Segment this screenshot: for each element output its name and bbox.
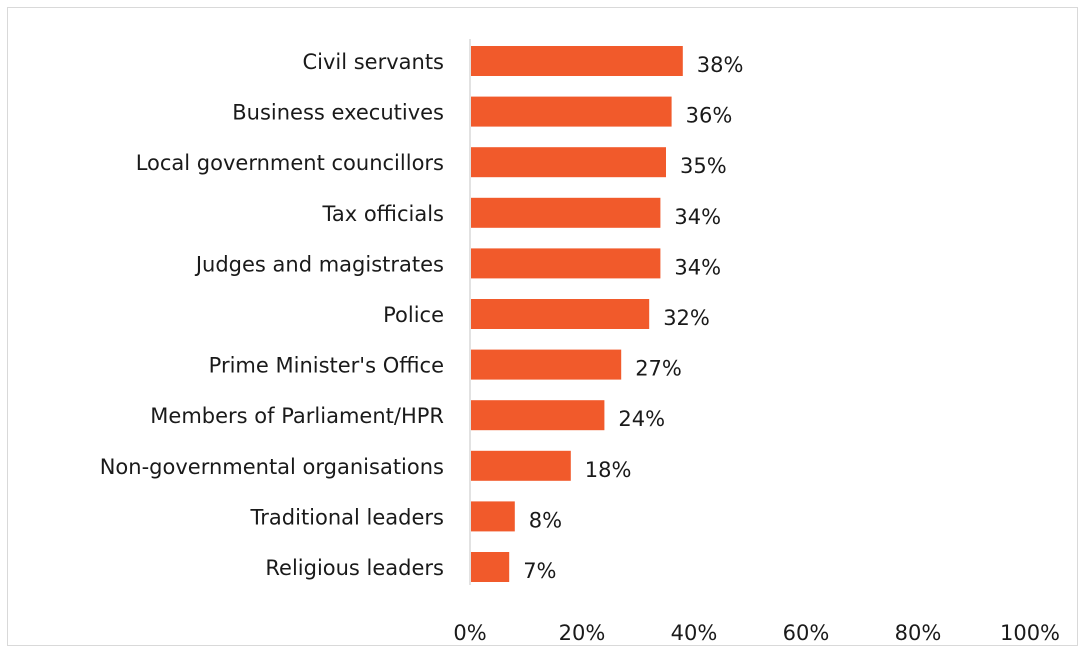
category-label-10: Religious leaders xyxy=(265,556,444,580)
x-tick-label-5: 100% xyxy=(1000,621,1060,645)
bar-0 xyxy=(471,46,683,76)
category-label-1: Business executives xyxy=(232,101,444,125)
bar-6 xyxy=(471,349,622,380)
category-label-5: Police xyxy=(383,303,444,327)
value-label-10: 7% xyxy=(523,559,556,583)
category-label-7: Members of Parliament/HPR xyxy=(150,404,444,428)
category-label-4: Judges and magistrates xyxy=(194,252,444,276)
value-label-5: 32% xyxy=(663,306,710,330)
value-label-8: 18% xyxy=(585,458,632,482)
bar-2 xyxy=(471,147,666,178)
category-label-8: Non-governmental organisations xyxy=(100,455,444,479)
x-tick-label-4: 80% xyxy=(895,621,942,645)
category-label-6: Prime Minister's Office xyxy=(209,354,444,378)
category-label-2: Local government councillors xyxy=(136,151,444,175)
bar-10 xyxy=(471,552,510,582)
category-label-0: Civil servants xyxy=(302,50,444,74)
category-label-3: Tax officials xyxy=(322,202,445,226)
bar-1 xyxy=(471,96,672,127)
value-label-1: 36% xyxy=(686,104,733,128)
category-label-9: Traditional leaders xyxy=(250,505,444,529)
x-tick-label-1: 20% xyxy=(559,621,606,645)
value-label-3: 34% xyxy=(674,205,721,229)
value-label-6: 27% xyxy=(635,357,682,381)
bar-5 xyxy=(471,299,650,329)
value-label-7: 24% xyxy=(618,407,665,431)
bar-3 xyxy=(471,197,661,228)
value-label-4: 34% xyxy=(674,255,721,279)
x-tick-label-0: 0% xyxy=(453,621,486,645)
bar-9 xyxy=(471,501,515,532)
bar-8 xyxy=(471,450,571,481)
x-tick-label-2: 40% xyxy=(671,621,718,645)
value-label-0: 38% xyxy=(697,53,744,77)
value-label-9: 8% xyxy=(529,508,562,532)
x-tick-label-3: 60% xyxy=(783,621,830,645)
value-label-2: 35% xyxy=(680,154,727,178)
bar-7 xyxy=(471,400,605,431)
bar-4 xyxy=(471,248,661,279)
